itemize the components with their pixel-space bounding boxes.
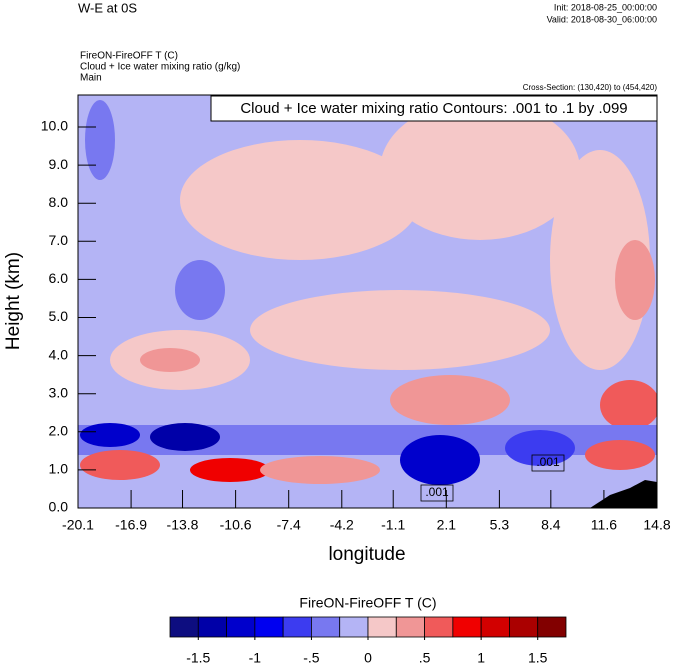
y-tick-label: 7.0 <box>49 232 69 248</box>
y-tick-label: 4.0 <box>49 346 69 362</box>
colorbar-title: FireON-FireOFF T (C) <box>299 595 436 611</box>
x-tick-label: -10.6 <box>220 517 252 533</box>
chart-title: W-E at 0S <box>78 0 137 15</box>
x-tick-label: -1.1 <box>381 517 405 533</box>
y-tick-label: 2.0 <box>49 423 69 439</box>
y-tick-label: 9.0 <box>49 156 69 172</box>
x-tick-label: -20.1 <box>62 517 94 533</box>
y-tick-label: 8.0 <box>49 194 69 210</box>
colorbar-box <box>537 616 567 638</box>
colorbar-tick-label: 0 <box>364 650 372 666</box>
y-tick-label: 0.0 <box>49 499 69 515</box>
x-tick-label: 2.1 <box>437 517 457 533</box>
x-tick-label: -16.9 <box>115 517 147 533</box>
x-tick-label: -13.8 <box>167 517 199 533</box>
contour-info: Cloud + Ice water mixing ratio Contours:… <box>240 100 627 117</box>
x-tick-label: 14.8 <box>643 517 670 533</box>
colorbar-box <box>282 616 312 638</box>
x-axis-label: longitude <box>328 544 405 565</box>
y-axis-label: Height (km) <box>3 252 24 350</box>
subtitle: Main <box>80 73 102 84</box>
colorbar-tick-label: -1 <box>249 650 262 666</box>
contour-label-box <box>531 454 565 472</box>
colorbar-box <box>339 616 369 638</box>
y-tick-label: 10.0 <box>41 118 68 134</box>
colorbar-tick-label: -.5 <box>303 650 320 666</box>
info-box <box>210 95 658 122</box>
colorbar-tick-label: -1.5 <box>186 650 210 666</box>
contour-field <box>78 95 657 508</box>
colorbar-box <box>424 616 454 638</box>
colorbar-box <box>226 616 256 638</box>
y-tick-label: 5.0 <box>49 308 69 324</box>
colorbar-box <box>509 616 539 638</box>
y-tick-label: 6.0 <box>49 270 69 286</box>
colorbar-box <box>395 616 425 638</box>
cross-section: Cross-Section: (130,420) to (454,420) <box>523 83 658 92</box>
colorbar-box <box>197 616 227 638</box>
colorbar-tick-label: 1.5 <box>528 650 548 666</box>
x-tick-label: 8.4 <box>541 517 561 533</box>
colorbar-box <box>480 616 510 638</box>
y-tick-label: 3.0 <box>49 384 69 400</box>
x-tick-label: 11.6 <box>591 517 617 533</box>
valid-time: Valid: 2018-08-30_06:00:00 <box>547 14 657 24</box>
plot-frame <box>77 94 658 509</box>
x-tick-label: -7.4 <box>277 517 301 533</box>
init-time: Init: 2018-08-25_00:00:00 <box>554 2 657 12</box>
colorbar-tick-label: 1 <box>477 650 485 666</box>
colorbar-box <box>254 616 284 638</box>
x-tick-label: 5.3 <box>490 517 510 533</box>
contour-label: .001 <box>425 485 449 499</box>
subtitle: Cloud + Ice water mixing ratio (g/kg) <box>80 62 240 73</box>
colorbar-box <box>169 616 199 638</box>
y-tick-label: 1.0 <box>49 461 69 477</box>
contour-label: .001 <box>536 455 560 469</box>
contour-label-box <box>420 484 454 502</box>
colorbar-box <box>452 616 482 638</box>
colorbar-box <box>367 616 397 638</box>
x-tick-label: -4.2 <box>330 517 354 533</box>
colorbar-tick-label: .5 <box>419 650 431 666</box>
colorbar-box <box>311 616 341 638</box>
subtitle: FireON-FireOFF T (C) <box>80 51 178 62</box>
